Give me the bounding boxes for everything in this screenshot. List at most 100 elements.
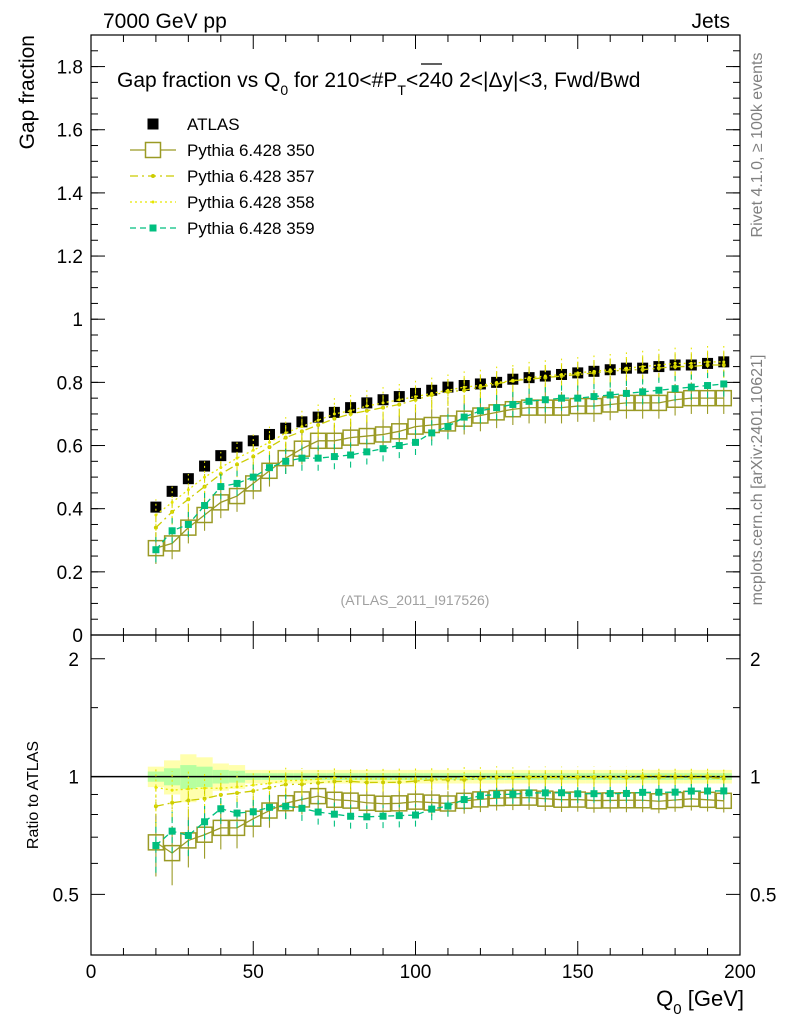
- series-3-main-point: [332, 412, 336, 416]
- legend-marker: [147, 118, 159, 130]
- series-4-main-point: [493, 404, 501, 412]
- series-1-main-point: [374, 426, 392, 443]
- series-1-main-point: [683, 389, 700, 407]
- ratio-y-tick-label: 1: [68, 768, 79, 789]
- series-3-main-point: [641, 365, 645, 369]
- series-3-ratio-point: [284, 779, 288, 783]
- series-3-ratio-point: [316, 777, 320, 781]
- series-3-ratio-point: [414, 777, 417, 781]
- legend-label: ATLAS: [187, 115, 240, 134]
- series-3-main-point: [267, 440, 271, 444]
- series-3-main-point: [170, 500, 174, 504]
- y-tick-label: 1.2: [57, 247, 83, 268]
- series-4-main-point: [265, 464, 273, 472]
- series-4-ratio-point: [476, 792, 484, 800]
- header-process: Jets: [691, 10, 730, 33]
- series-3-ratio-point: [543, 775, 547, 779]
- series-3-ratio-point: [349, 777, 353, 781]
- series-4-ratio-point: [639, 788, 647, 796]
- series-4-main-point: [622, 389, 630, 397]
- series-2-ratio-point: [413, 779, 418, 784]
- series-3-main-point: [365, 404, 369, 408]
- series-4-main-point: [590, 393, 598, 401]
- series-3-main-point: [722, 360, 726, 364]
- series-3-ratio-point: [624, 775, 628, 779]
- series-3-main-point: [235, 456, 239, 460]
- series-1-ratio-point: [228, 819, 246, 837]
- series-3-ratio-point: [527, 775, 531, 779]
- series-3-ratio-point: [722, 775, 726, 779]
- series-3-main-point: [381, 401, 385, 405]
- series-1-ratio-point: [326, 791, 343, 809]
- header-energy: 7000 GeV pp: [103, 10, 227, 33]
- series-2-main-point: [462, 388, 467, 393]
- series-4-ratio-point: [541, 789, 549, 797]
- series-4-main-point: [249, 473, 257, 481]
- series-1-main-point: [163, 535, 181, 552]
- series-4-ratio-point: [379, 812, 387, 820]
- series-4-ratio-point: [671, 788, 679, 796]
- series-4-ratio-point: [493, 790, 501, 798]
- series-1-ratio-point: [163, 844, 181, 862]
- series-2-ratio-point: [462, 777, 467, 782]
- series-4-ratio-point: [704, 787, 712, 795]
- series-4-ratio-point: [233, 809, 241, 817]
- series-3-ratio-point: [657, 774, 661, 778]
- series-4-ratio-point: [444, 802, 452, 810]
- x-tick-label: 100: [400, 962, 432, 983]
- series-3-main-point: [478, 384, 482, 388]
- series-4-main-point: [639, 388, 647, 396]
- series-4-ratio-point: [314, 808, 322, 816]
- legend-marker: [151, 200, 155, 204]
- series-4-main-point: [671, 385, 679, 393]
- series-2-ratio-point: [332, 779, 337, 784]
- series-3-ratio-point: [641, 774, 645, 778]
- series-2-main-point: [705, 363, 710, 367]
- series-3-ratio-point: [511, 776, 515, 780]
- series-4-ratio-point: [298, 804, 306, 812]
- series-4-ratio-point: [217, 805, 225, 813]
- x-tick-label: 50: [243, 962, 264, 983]
- series-4-ratio-point: [330, 810, 338, 818]
- series-0-main-point: [215, 450, 227, 462]
- series-3-main-point: [560, 372, 564, 376]
- series-3-main-point: [527, 376, 531, 380]
- series-2-ratio-point: [202, 796, 207, 801]
- series-3-ratio-point: [170, 788, 174, 792]
- legend-marker: [149, 224, 157, 232]
- ratio-y-label: Ratio to ATLAS: [25, 741, 42, 849]
- series-2-line: [155, 364, 724, 529]
- series-2-main-point: [153, 525, 158, 530]
- legend: ATLAS Pythia 6.428 350 Pythia 6.428 357 Pyt…: [130, 115, 315, 238]
- series-3-ratio-point: [381, 777, 385, 781]
- series-3-main-point: [251, 448, 255, 452]
- series-1-main-point: [228, 487, 246, 505]
- series-3-ratio-point: [592, 775, 596, 779]
- mcplots-label: mcplots.cern.ch [arXiv:2401.10621]: [749, 355, 766, 606]
- legend-label: Pythia 6.428 359: [187, 219, 315, 238]
- series-4-main-point: [184, 520, 192, 528]
- series-2-ratio-point: [235, 791, 240, 796]
- series-1-main-point: [391, 423, 408, 440]
- series-4-main-point: [687, 383, 695, 391]
- series-3-main-point: [316, 418, 320, 422]
- series-3-ratio-point: [608, 775, 612, 779]
- y-tick-label: 0.2: [57, 563, 83, 584]
- series-3-ratio-point: [332, 776, 336, 780]
- series-4-ratio-point: [395, 812, 403, 820]
- series-3-main-point: [430, 391, 434, 395]
- series-2-ratio-point: [283, 782, 288, 787]
- series-2-main-point: [721, 363, 726, 367]
- series-4-ratio-point: [363, 813, 371, 821]
- series-3-ratio-point: [186, 787, 190, 791]
- series-3-ratio-point: [397, 777, 401, 781]
- series-3-main-point: [446, 388, 450, 392]
- ratio-y-tick-label: 0.5: [53, 885, 79, 906]
- legend-label: Pythia 6.428 350: [187, 141, 315, 160]
- series-2-main-point: [640, 367, 645, 372]
- series-4-main-point: [379, 445, 387, 453]
- series-4-ratio-point: [347, 812, 355, 820]
- series-3-main-point: [414, 395, 417, 399]
- series-3-main-point: [284, 431, 288, 435]
